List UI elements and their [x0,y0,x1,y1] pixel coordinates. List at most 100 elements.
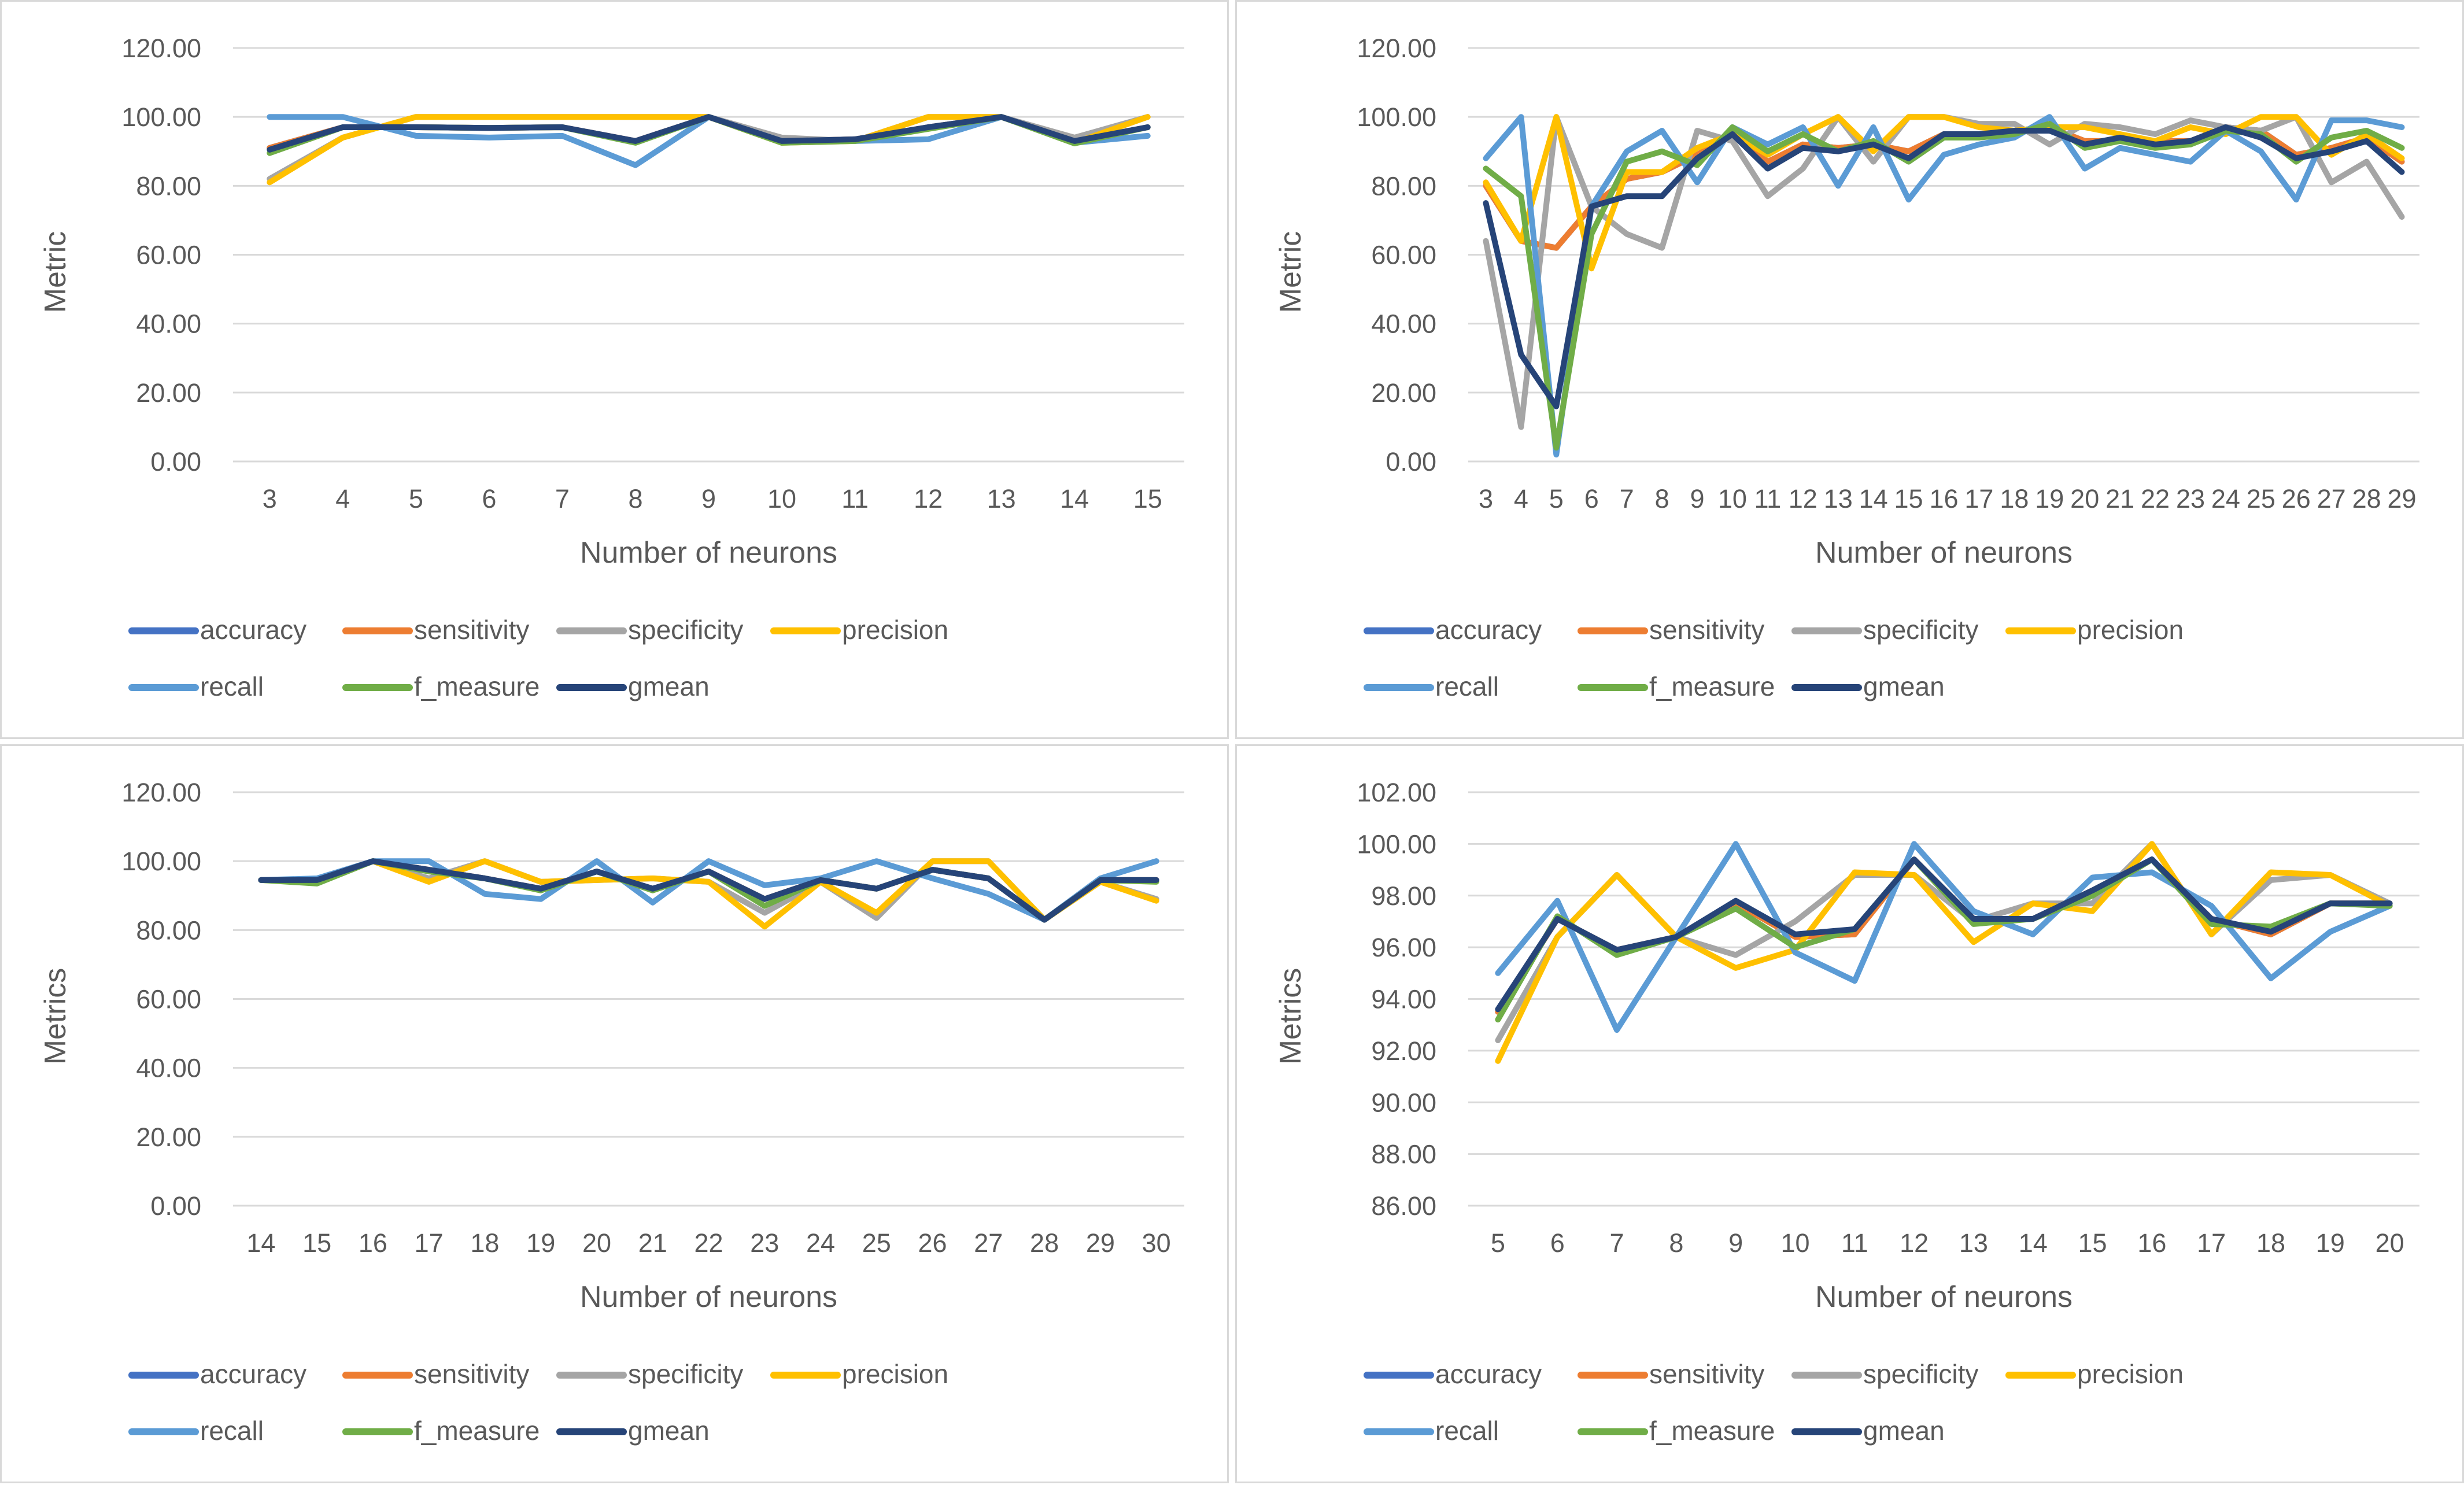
x-tick-label: 26 [2282,484,2311,514]
x-tick-label: 3 [263,484,277,514]
x-tick-label: 27 [2317,484,2346,514]
y-tick-label: 60.00 [1371,241,1436,270]
legend-label: sensitivity [1649,1359,1764,1389]
series-line-precision [258,858,1159,930]
x-tick-label: 23 [750,1228,779,1258]
legend-entry-gmean: gmean [1791,671,1945,701]
x-tick-label: 14 [1060,484,1089,514]
y-tick-label: 100.00 [121,847,201,876]
x-tick-label: 21 [638,1228,667,1258]
legend-label: recall [1435,671,1499,701]
y-axis-title: Metric [1274,231,1307,313]
x-axis-title: Number of neurons [580,1280,837,1314]
x-tick-label: 17 [2197,1228,2226,1258]
series-line-precision [1495,841,2393,1064]
legend-entry-precision: precision [770,1359,948,1389]
y-tick-label: 94.00 [1371,985,1436,1014]
y-tick-label: 80.00 [136,171,201,201]
y-tick-label: 90.00 [1371,1088,1436,1117]
x-tick-label: 24 [2211,484,2240,514]
y-tick-label: 0.00 [150,1191,201,1221]
legend-label: gmean [628,1416,710,1446]
legend-label: recall [200,1416,264,1446]
x-tick-label: 4 [335,484,350,514]
legend-entry-f-measure: f_measure [1578,1416,1775,1446]
legend-label: precision [2077,615,2184,645]
y-tick-label: 0.00 [1386,447,1436,476]
legend-label: f_measure [414,1416,540,1446]
x-tick-label: 7 [555,484,570,514]
x-tick-label: 29 [1086,1228,1115,1258]
series-line-sensitivity [1495,856,2393,1015]
series-line-gmean [258,858,1159,923]
series-line-f-measure [1483,121,2405,451]
chart-svg-4: 86.00 88.00 90.00 92.00 94.00 96.00 98.00 100.0… [1274,778,2419,1446]
y-tick-label: 60.00 [136,241,201,270]
y-tick-label: 40.00 [136,1054,201,1083]
x-tick-label: 30 [1142,1228,1171,1258]
chart-panel-2: 0.00 20.00 40.00 60.00 80.00 100.00 120.00 3 4 5 6… [1235,0,2464,739]
legend-label: gmean [1863,671,1945,701]
series-line-recall [1495,841,2393,1033]
series-line-precision [1483,114,2405,272]
x-tick-label: 10 [1718,484,1747,514]
legend-label: accuracy [1435,1359,1542,1389]
x-tick-label: 18 [470,1228,499,1258]
y-tick-label: 96.00 [1371,933,1436,962]
legend-entry-sensitivity: sensitivity [342,615,529,645]
legend-entry-specificity: specificity [556,1359,743,1389]
x-tick-label: 27 [974,1228,1003,1258]
legend-entry-specificity: specificity [1791,615,1978,645]
gridlines [1468,791,2419,1207]
legend-entry-sensitivity: sensitivity [1578,615,1764,645]
y-axis-title: Metrics [39,968,72,1065]
x-tick-label: 8 [628,484,642,514]
y-tick-label: 98.00 [1371,881,1436,911]
legend-label: recall [200,671,264,701]
x-tick-label: 7 [1610,1228,1624,1258]
x-tick-label: 3 [1479,484,1493,514]
x-tick-label: 14 [246,1228,275,1258]
legend-label: f_measure [1649,1416,1775,1446]
x-tick-label: 25 [862,1228,891,1258]
x-tick-label: 8 [1655,484,1669,514]
legend-label: sensitivity [414,615,529,645]
legend-label: precision [842,1359,948,1389]
legend-entry-accuracy: accuracy [1364,615,1542,645]
y-axis-title: Metric [39,231,72,313]
x-tick-label: 26 [918,1228,947,1258]
legend-entry-accuracy: accuracy [128,1359,306,1389]
series-line-gmean [1483,124,2405,409]
x-tick-label: 5 [1491,1228,1505,1258]
x-axis-title: Number of neurons [1815,536,2073,570]
legend-entry-f-measure: f_measure [342,671,540,701]
legend-entry-f-measure: f_measure [1578,671,1775,701]
x-tick-label: 9 [701,484,716,514]
x-tick-label: 14 [1859,484,1888,514]
x-tick-label: 23 [2176,484,2205,514]
legend-entry-accuracy: accuracy [1364,1359,1542,1389]
x-tick-label: 8 [1669,1228,1683,1258]
y-tick-label: 100.00 [1357,102,1436,132]
x-tick-label: 4 [1514,484,1528,514]
legend-entry-precision: precision [770,615,948,645]
legend-entry-specificity: specificity [556,615,743,645]
y-tick-label: 92.00 [1371,1036,1436,1066]
x-tick-label: 15 [302,1228,331,1258]
x-tick-label: 5 [1549,484,1564,514]
legend-entry-accuracy: accuracy [128,615,306,645]
x-tick-label: 15 [2078,1228,2107,1258]
x-tick-label: 16 [1929,484,1958,514]
gridlines [1468,47,2419,463]
legend-label: sensitivity [414,1359,529,1389]
x-tick-label: 22 [694,1228,723,1258]
x-tick-label: 20 [2070,484,2099,514]
y-tick-label: 100.00 [1357,829,1436,859]
legend-label: sensitivity [1649,615,1764,645]
x-tick-label: 15 [1133,484,1162,514]
legend-entry-gmean: gmean [556,1416,710,1446]
x-tick-label: 28 [2352,484,2381,514]
series-line-recall [258,858,1159,923]
x-tick-label: 28 [1030,1228,1059,1258]
